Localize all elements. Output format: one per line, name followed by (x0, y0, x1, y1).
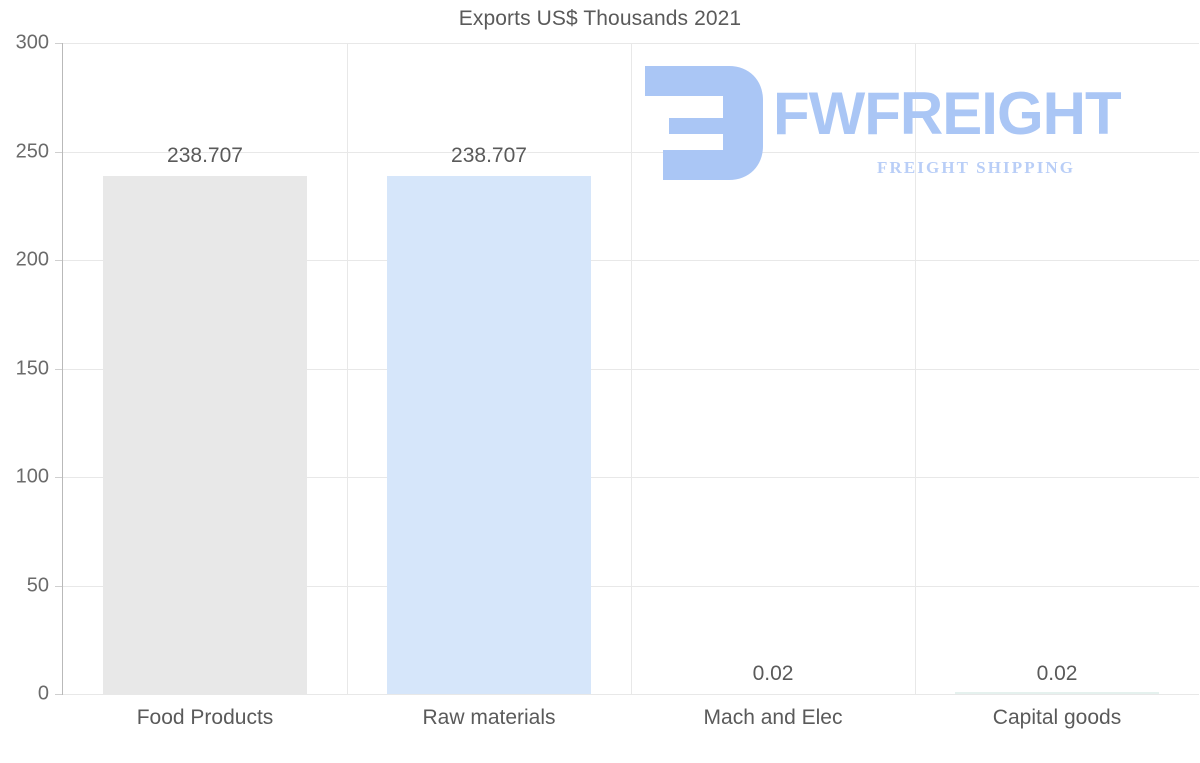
y-tick-label: 100 (15, 465, 49, 488)
bar-value-label: 238.707 (167, 144, 243, 167)
y-tick-label: 50 (26, 574, 49, 596)
y-tick-mark (55, 368, 63, 370)
gridline-vertical (347, 43, 348, 694)
y-tick-label: 0 (37, 682, 49, 705)
bar[interactable] (670, 692, 876, 694)
y-tick-mark (55, 694, 63, 695)
y-tick-mark (55, 585, 63, 587)
x-tick-label: Food Products (136, 706, 274, 729)
y-tick-label: 300 (15, 31, 49, 54)
x-tick-label: Capital goods (992, 706, 1122, 729)
x-tick-label: Raw materials (422, 706, 556, 729)
plot-area: 238.707 238.707 0.02 0.02 (63, 43, 1199, 695)
gridline-vertical (631, 43, 632, 694)
bar-value-label: 238.707 (451, 144, 527, 167)
y-axis-line (62, 43, 63, 695)
y-tick-label: 150 (15, 357, 49, 379)
y-tick-label: 250 (15, 140, 49, 162)
y-tick-mark (55, 43, 63, 44)
bar[interactable] (102, 176, 308, 694)
bar[interactable] (386, 176, 592, 694)
y-tick-label: 200 (15, 248, 49, 271)
y-tick-mark (55, 151, 63, 153)
y-tick-mark (55, 477, 63, 478)
gridline-vertical (915, 43, 916, 694)
y-tick-mark (55, 260, 63, 261)
bar[interactable] (954, 692, 1160, 694)
chart-title: Exports US$ Thousands 2021 (458, 7, 742, 30)
x-tick-label: Mach and Elec (703, 706, 843, 729)
gridline-horizontal (63, 694, 1199, 695)
bar-value-label: 0.02 (1036, 661, 1078, 685)
bar-value-label: 0.02 (752, 661, 794, 685)
